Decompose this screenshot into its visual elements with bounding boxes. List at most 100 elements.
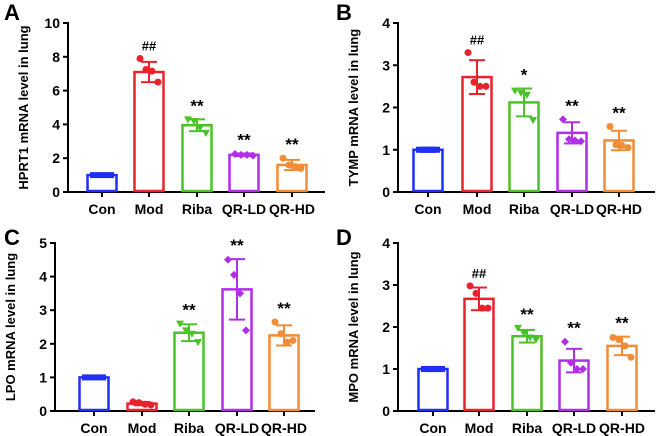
data-point bbox=[523, 91, 531, 99]
y-tick-label: 2 bbox=[382, 319, 390, 335]
y-tick-label: 0 bbox=[382, 184, 390, 200]
data-point bbox=[565, 135, 573, 144]
data-point bbox=[484, 304, 492, 312]
bar-Con bbox=[417, 367, 449, 412]
data-point bbox=[154, 78, 162, 86]
y-tick-label: 3 bbox=[382, 57, 390, 73]
y-tick-label: 2 bbox=[382, 100, 390, 116]
y-tick-label: 4 bbox=[382, 235, 390, 251]
bar-Con bbox=[78, 376, 110, 412]
significance-annotation: ** bbox=[190, 96, 204, 115]
data-point bbox=[422, 146, 428, 153]
data-point bbox=[277, 330, 285, 338]
data-point bbox=[472, 289, 480, 297]
data-point bbox=[612, 141, 620, 149]
y-tick-label: 10 bbox=[44, 15, 60, 31]
data-point bbox=[94, 374, 100, 381]
significance-annotation: ** bbox=[612, 104, 626, 123]
data-point bbox=[96, 172, 102, 179]
y-tick-label: 4 bbox=[52, 116, 60, 132]
bar-QR-LD bbox=[228, 153, 260, 193]
panel-label: B bbox=[336, 0, 352, 25]
data-point bbox=[517, 89, 525, 97]
data-point bbox=[148, 67, 156, 75]
x-tick-label: QR-HD bbox=[269, 201, 315, 217]
data-point bbox=[618, 142, 626, 150]
data-point bbox=[532, 336, 540, 344]
data-point bbox=[237, 150, 245, 159]
significance-annotation: ** bbox=[285, 135, 299, 154]
data-point bbox=[236, 289, 244, 298]
significance-annotation: ** bbox=[237, 130, 251, 149]
y-tick-label: 4 bbox=[39, 269, 47, 285]
data-point bbox=[141, 400, 149, 408]
data-point bbox=[579, 365, 587, 373]
data-point bbox=[279, 154, 287, 162]
x-tick-label: Riba bbox=[182, 201, 213, 217]
data-point bbox=[224, 255, 232, 264]
panel-label: C bbox=[4, 225, 20, 250]
data-point bbox=[194, 339, 202, 347]
y-tick-label: 8 bbox=[52, 49, 60, 65]
bar-Con bbox=[412, 148, 444, 193]
data-point bbox=[609, 334, 617, 341]
y-tick-label: 3 bbox=[39, 302, 47, 318]
x-tick-label: Con bbox=[88, 201, 115, 217]
data-point bbox=[470, 78, 478, 86]
bar-Mod bbox=[463, 297, 495, 412]
data-point bbox=[514, 324, 522, 332]
data-point bbox=[242, 326, 250, 335]
data-point bbox=[129, 398, 137, 406]
y-tick-label: 3 bbox=[382, 277, 390, 293]
data-point bbox=[573, 365, 581, 373]
data-point bbox=[285, 161, 293, 169]
data-point bbox=[283, 338, 291, 346]
panel-label: A bbox=[4, 0, 20, 25]
x-tick-label: Riba bbox=[512, 420, 543, 436]
significance-annotation: ** bbox=[567, 319, 581, 338]
data-point bbox=[291, 163, 299, 171]
data-point bbox=[202, 129, 210, 137]
data-point bbox=[190, 118, 198, 126]
bar-Mod bbox=[133, 70, 165, 193]
data-point bbox=[520, 330, 528, 338]
data-point bbox=[511, 87, 519, 95]
data-point bbox=[478, 304, 486, 312]
data-point bbox=[82, 374, 88, 381]
data-point bbox=[100, 374, 106, 381]
data-point bbox=[561, 337, 569, 346]
data-point bbox=[434, 146, 440, 153]
x-tick-label: Con bbox=[414, 201, 441, 217]
data-point bbox=[88, 374, 94, 381]
data-point bbox=[529, 117, 537, 125]
data-point bbox=[577, 137, 585, 146]
significance-annotation: ** bbox=[565, 96, 579, 115]
data-point bbox=[621, 342, 629, 350]
data-point bbox=[142, 65, 150, 73]
data-point bbox=[439, 366, 445, 372]
x-tick-label: Mod bbox=[135, 201, 164, 217]
y-tick-label: 4 bbox=[382, 15, 390, 31]
y-tick-label: 0 bbox=[52, 184, 60, 200]
x-tick-label: Con bbox=[419, 420, 446, 436]
data-point bbox=[416, 146, 422, 153]
data-point bbox=[289, 336, 297, 344]
y-tick-label: 6 bbox=[52, 83, 60, 99]
data-point bbox=[271, 318, 279, 326]
y-tick-label: 2 bbox=[52, 150, 60, 166]
data-point bbox=[182, 327, 190, 335]
bar-Riba bbox=[181, 123, 213, 193]
data-point bbox=[433, 366, 439, 372]
data-point bbox=[102, 172, 108, 179]
significance-annotation: ** bbox=[230, 236, 244, 255]
significance-annotation: ## bbox=[142, 38, 157, 53]
data-point bbox=[428, 146, 434, 153]
y-axis-label: MPO mRNA level in lung bbox=[346, 251, 361, 402]
data-point bbox=[482, 82, 490, 90]
y-axis-label: TYMP mRNA level in lung bbox=[346, 29, 361, 187]
data-point bbox=[464, 49, 472, 57]
x-tick-label: Mod bbox=[128, 420, 157, 436]
data-point bbox=[571, 136, 579, 145]
